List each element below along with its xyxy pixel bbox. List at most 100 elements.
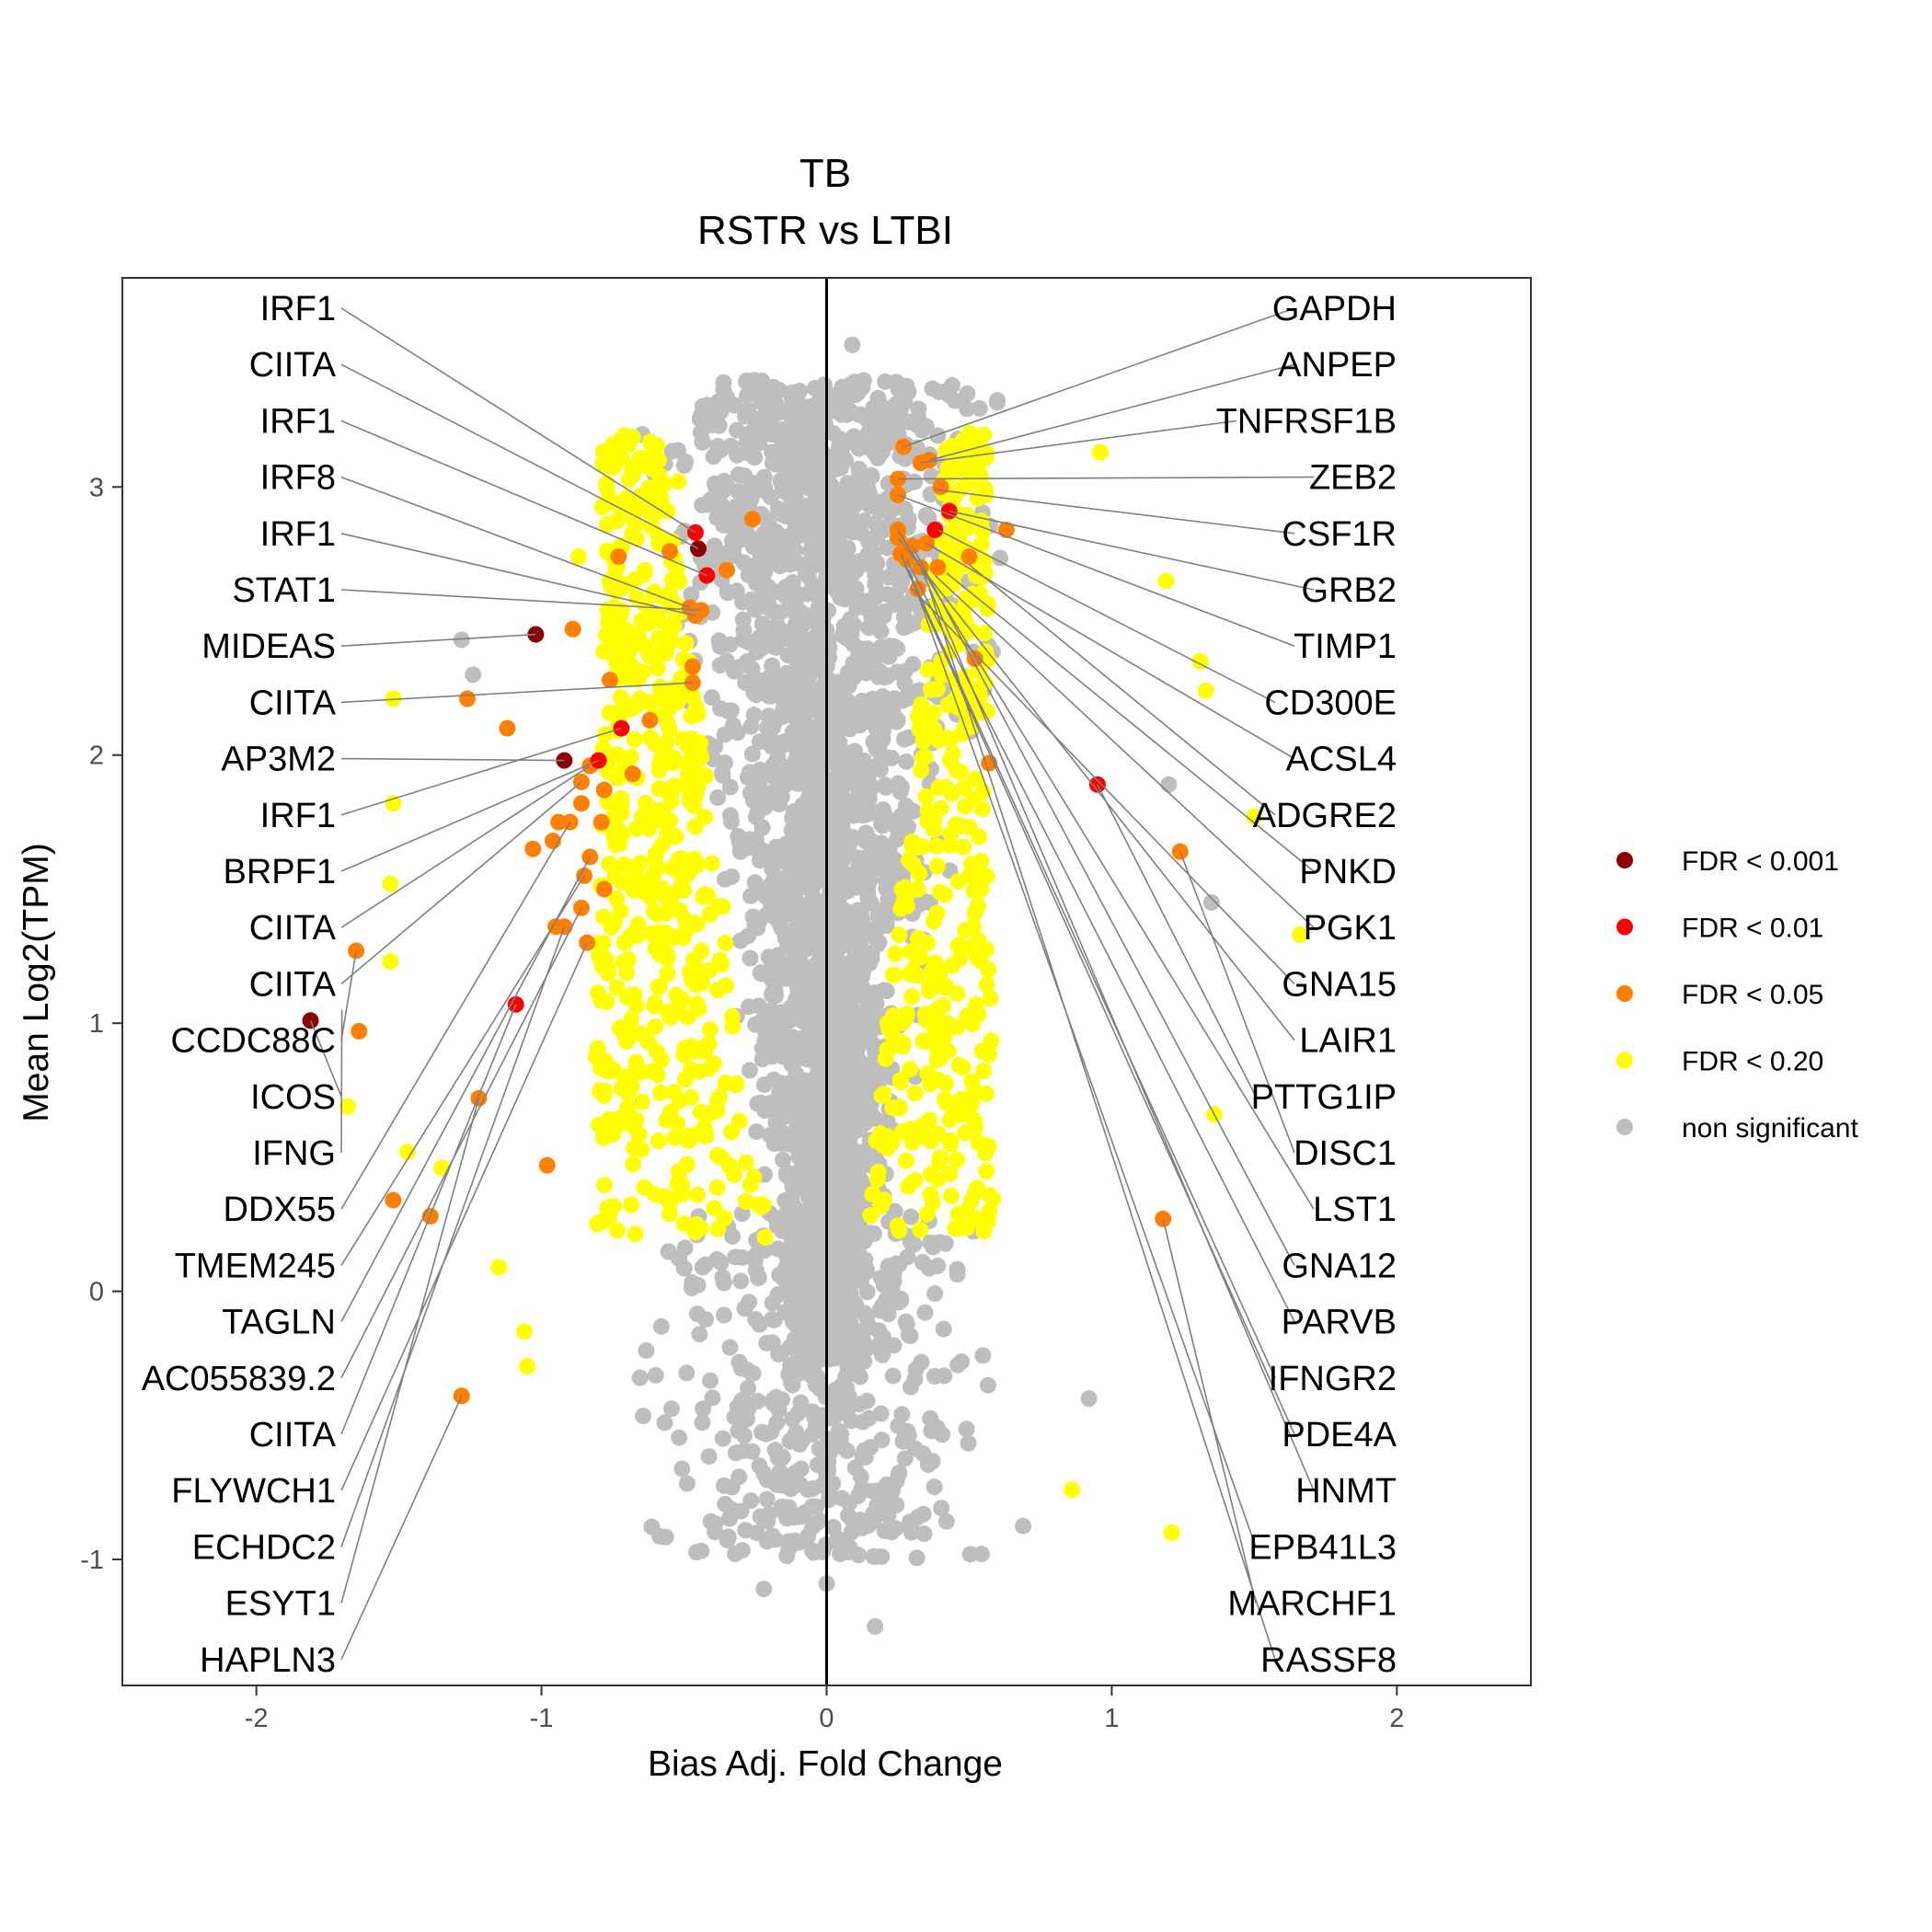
- cloud-point: [814, 1060, 832, 1077]
- cloud-point: [694, 1414, 711, 1432]
- cloud-point: [847, 879, 865, 896]
- cloud-point: [784, 1410, 801, 1428]
- cloud-point: [937, 979, 955, 996]
- data-point-significant: [595, 880, 613, 898]
- cloud-point: [789, 986, 807, 1004]
- cloud-point: [753, 1423, 771, 1441]
- cloud-point: [749, 415, 766, 432]
- cloud-point: [857, 1114, 874, 1132]
- cloud-point: [873, 1432, 891, 1449]
- leader-line: [946, 571, 1315, 872]
- cloud-point: [880, 1041, 897, 1058]
- cloud-point: [874, 800, 891, 818]
- cloud-point: [787, 542, 804, 559]
- cloud-point: [668, 1115, 685, 1133]
- cloud-point: [932, 1149, 949, 1167]
- data-point-fdr020: [490, 1259, 508, 1276]
- cloud-point: [941, 837, 959, 855]
- leader-line: [340, 307, 696, 534]
- cloud-point: [612, 431, 629, 449]
- cloud-point: [922, 681, 939, 698]
- cloud-point: [829, 554, 846, 571]
- cloud-point: [889, 663, 906, 681]
- cloud-point: [918, 935, 936, 952]
- cloud-point: [966, 1082, 983, 1099]
- cloud-point: [882, 1134, 900, 1152]
- cloud-point: [807, 874, 824, 891]
- data-point-significant: [932, 478, 949, 496]
- cloud-point: [772, 915, 789, 933]
- cloud-point: [652, 1317, 670, 1335]
- cloud-point: [746, 601, 764, 618]
- gene-label: IRF1: [260, 515, 336, 554]
- data-point-significant: [499, 719, 516, 737]
- cloud-point: [611, 1110, 628, 1127]
- cloud-point: [764, 1334, 781, 1351]
- cloud-point: [779, 928, 797, 946]
- cloud-point: [978, 976, 995, 994]
- data-point-fdr020: [382, 953, 399, 971]
- cloud-point: [874, 1328, 891, 1346]
- cloud-point: [627, 661, 644, 678]
- cloud-point: [774, 1151, 791, 1168]
- cloud-point: [726, 397, 743, 414]
- leader-line: [908, 569, 1257, 1547]
- cloud-point: [709, 1092, 727, 1110]
- cloud-point: [880, 1258, 897, 1275]
- cloud-point: [911, 865, 928, 882]
- cloud-point: [843, 1524, 860, 1541]
- cloud-point: [595, 443, 613, 460]
- cloud-point: [902, 1061, 919, 1078]
- cloud-point: [744, 538, 762, 556]
- cloud-point: [804, 576, 822, 593]
- cloud-point: [921, 1259, 938, 1277]
- cloud-point: [666, 929, 684, 947]
- cloud-point: [983, 1032, 1000, 1050]
- cloud-point: [731, 932, 749, 949]
- cloud-point: [698, 397, 716, 414]
- cloud-point: [868, 528, 886, 546]
- cloud-point: [903, 1208, 920, 1225]
- cloud-point: [633, 1093, 650, 1110]
- cloud-point: [723, 868, 741, 885]
- gene-label: TNFRSF1B: [1216, 402, 1397, 441]
- cloud-point: [683, 586, 700, 604]
- cloud-point: [727, 1545, 744, 1562]
- cloud-point: [891, 926, 908, 944]
- cloud-point: [695, 1039, 712, 1056]
- cloud-point: [884, 1099, 902, 1117]
- data-point-nonsig: [732, 1502, 750, 1520]
- data-point-significant: [661, 543, 679, 560]
- cloud-point: [961, 425, 979, 443]
- cloud-point: [926, 1478, 943, 1496]
- cloud-point: [652, 1084, 670, 1101]
- cloud-point: [875, 501, 892, 519]
- cloud-point: [715, 374, 732, 391]
- cloud-point: [810, 1150, 827, 1167]
- cloud-point: [746, 874, 764, 891]
- cloud-point: [638, 1341, 655, 1359]
- cloud-point: [914, 1032, 932, 1050]
- leader-line: [968, 564, 1276, 816]
- data-point-fdr020: [1157, 572, 1175, 590]
- cloud-point: [978, 444, 995, 462]
- cloud-point: [618, 988, 636, 1006]
- gene-label: DDX55: [224, 1190, 337, 1229]
- data-point-significant: [595, 781, 613, 799]
- cloud-point: [636, 1179, 653, 1196]
- cloud-point: [767, 764, 785, 781]
- cloud-point: [844, 1211, 861, 1228]
- data-point-fdr020: [519, 1358, 536, 1375]
- cloud-point: [722, 1123, 740, 1141]
- cloud-point: [623, 859, 640, 877]
- cloud-point: [724, 717, 742, 734]
- cloud-point: [922, 1186, 939, 1203]
- cloud-point: [795, 694, 812, 711]
- gene-label: BRPF1: [224, 853, 336, 891]
- cloud-point: [918, 1205, 936, 1223]
- gene-label: CSF1R: [1282, 515, 1397, 554]
- cloud-point: [709, 1220, 727, 1237]
- cloud-point: [880, 1305, 897, 1323]
- cloud-point: [973, 800, 991, 818]
